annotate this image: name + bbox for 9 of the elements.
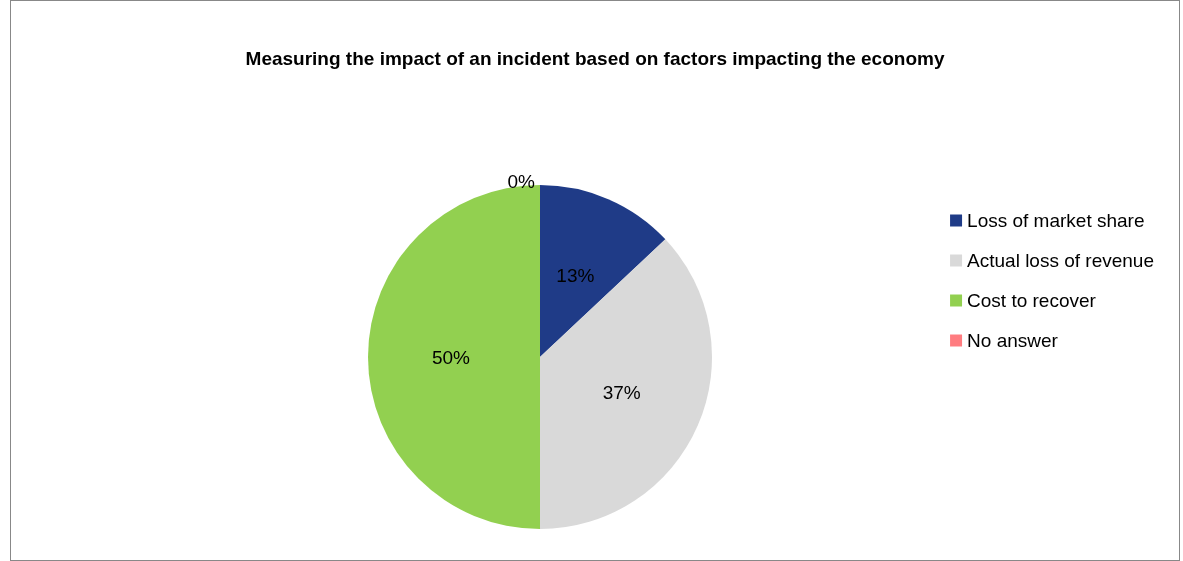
data-label: 37% [602, 381, 641, 403]
chart-title: Measuring the impact of an incident based on factors impacting the economy [245, 48, 945, 69]
data-label: 50% [431, 346, 471, 368]
legend-label: No answer [967, 330, 1059, 351]
legend-label: Actual loss of revenue [967, 250, 1155, 271]
legend-label: Loss of market share [967, 210, 1145, 231]
text: 0% [507, 170, 535, 192]
legend-label: Cost to recover [967, 290, 1097, 311]
data-label: 13% [556, 264, 595, 286]
